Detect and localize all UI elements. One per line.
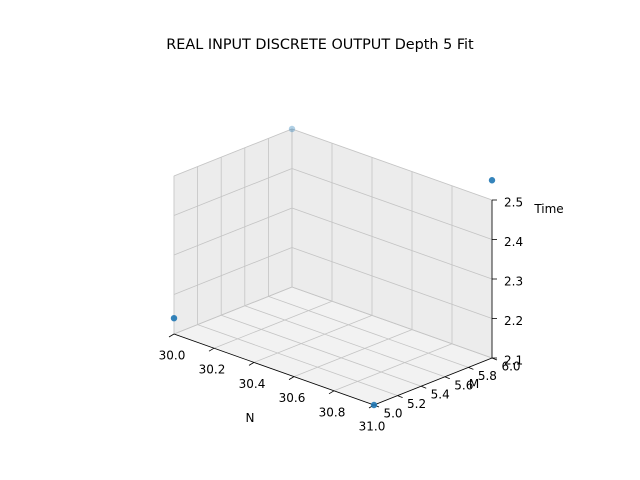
x-tick-label: 30.2 <box>199 363 226 377</box>
z-gridline <box>291 247 493 319</box>
y-tick-label: 5.8 <box>478 369 497 383</box>
y-tick-mark <box>421 385 427 389</box>
z-tick-label: 2.2 <box>504 314 523 328</box>
z-gridline <box>291 128 493 201</box>
y-axis-label: M <box>469 377 479 391</box>
z-tick-label: 2.3 <box>504 275 523 289</box>
x-tick-mark <box>168 333 175 338</box>
scatter-point <box>370 401 378 409</box>
z-gridline <box>173 168 293 216</box>
x-axis-line <box>173 333 375 406</box>
y-tick-label: 5.0 <box>383 407 402 421</box>
z-gridline <box>173 128 293 177</box>
y-tick-label: 6.0 <box>501 360 520 374</box>
x-tick-mark <box>328 390 335 395</box>
chart-title: REAL INPUT DISCRETE OUTPUT Depth 5 Fit <box>166 37 474 53</box>
scatter-point <box>488 177 496 184</box>
x-gridline <box>333 343 453 392</box>
y-tick-mark <box>444 376 450 380</box>
z-tick-label: 2.5 <box>504 196 523 210</box>
x-gridline <box>213 300 333 349</box>
y-tick-label: 5.4 <box>431 388 450 402</box>
z-gridline <box>291 168 493 240</box>
x-tick-label: 30.8 <box>319 405 346 419</box>
x-tick-label: 30.4 <box>239 377 266 391</box>
x-gridline <box>293 329 413 377</box>
z-gridline <box>291 286 493 359</box>
scatter-point <box>170 315 178 322</box>
y-tick-label: 5.2 <box>407 397 426 411</box>
y-gridline <box>244 305 445 378</box>
z-gridline <box>173 207 293 256</box>
z-gridline <box>173 286 293 335</box>
x-tick-mark <box>208 347 215 352</box>
y-tick-mark <box>397 395 403 398</box>
y-tick-mark <box>468 367 474 370</box>
y-gridline <box>197 324 398 396</box>
y-gridline <box>221 314 422 387</box>
x-tick-mark <box>288 376 295 380</box>
y-axis-line <box>373 357 493 406</box>
scatter-point <box>288 125 296 133</box>
chart-points <box>170 125 496 409</box>
x-tick-label: 30.6 <box>279 391 306 405</box>
chart-gridlines <box>173 128 493 406</box>
z-tick-label: 2.4 <box>504 235 523 249</box>
chart-ticks: 30.0 30.2 30.4 30.6 30.8 31.05.0 5.2 5.4 5.6 5.8 6… <box>159 196 523 434</box>
x-gridline <box>253 315 373 363</box>
x-tick-label: 31.0 <box>359 420 386 434</box>
y-tick-label: 5.6 <box>454 378 473 392</box>
x-tick-label: 30.0 <box>159 349 186 363</box>
z-gridline <box>291 207 493 280</box>
x-tick-mark <box>248 362 255 366</box>
z-axis-label: Time <box>533 202 563 216</box>
z-gridline <box>173 247 293 295</box>
x-axis-label: N <box>246 411 255 425</box>
y-gridline <box>268 296 469 368</box>
z-tick-label: 2.1 <box>504 354 523 368</box>
